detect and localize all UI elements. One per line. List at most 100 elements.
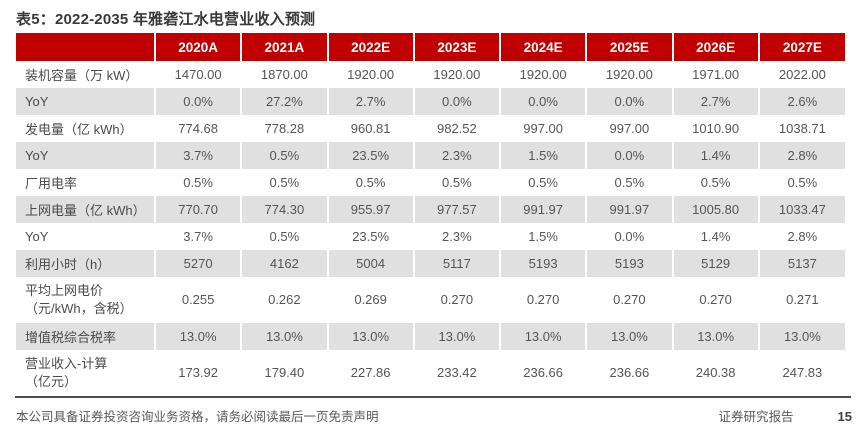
row-label: 增值税综合税率 xyxy=(16,323,155,350)
value-cell: 2022.00 xyxy=(757,61,845,88)
value-cell: 778.28 xyxy=(240,115,328,142)
value-cell: 3.7% xyxy=(153,223,242,250)
value-cell: 13.0% xyxy=(498,323,587,350)
row-label-text: 增值税综合税率 xyxy=(25,330,117,345)
value-cell: 0.0% xyxy=(585,142,673,169)
row-label-text: YoY xyxy=(25,148,49,163)
footer-report-type: 证券研究报告 xyxy=(718,410,794,424)
value-cell: 5193 xyxy=(498,250,587,277)
table-row: 营业收入-计算 （亿元） 173.92 179.40 227.86 233.42 236.6… xyxy=(16,350,845,396)
value-cell: 960.81 xyxy=(326,115,414,142)
value-cell: 1.4% xyxy=(671,142,759,169)
value-cell: 0.270 xyxy=(498,277,587,323)
value-cell: 2.8% xyxy=(757,142,845,169)
value-cell: 770.70 xyxy=(153,196,242,223)
value-cell: 774.30 xyxy=(240,196,328,223)
value-cell: 1.5% xyxy=(498,142,587,169)
value-cell: 5193 xyxy=(585,250,673,277)
row-label: 上网电量（亿 kWh） xyxy=(16,196,155,223)
value-cell: 991.97 xyxy=(498,196,587,223)
value-cell: 0.5% xyxy=(671,169,759,196)
table-header-row: 2020A 2021A 2022E 2023E 2024E 2025E 2026E 2027E xyxy=(16,33,845,61)
forecast-table: 2020A 2021A 2022E 2023E 2024E 2025E 2026E 2027E… xyxy=(16,33,845,396)
value-cell: 0.5% xyxy=(240,169,328,196)
row-label-text: 装机容量（万 kW） xyxy=(25,68,139,83)
row-label-text: 发电量（亿 kWh） xyxy=(25,122,133,137)
header-cell-year: 2022E xyxy=(326,33,414,61)
value-cell: 173.92 xyxy=(153,350,242,396)
row-label-text: 利用小时（h） xyxy=(25,257,111,272)
row-label-text: 营业收入-计算 xyxy=(25,356,108,371)
footer-divider xyxy=(15,396,851,398)
value-cell: 13.0% xyxy=(412,323,500,350)
value-cell: 13.0% xyxy=(240,323,328,350)
value-cell: 0.5% xyxy=(757,169,845,196)
value-cell: 774.68 xyxy=(153,115,242,142)
value-cell: 13.0% xyxy=(757,323,845,350)
table-row: 装机容量（万 kW） 1470.00 1870.00 1920.00 1920.00 19… xyxy=(16,61,845,88)
value-cell: 227.86 xyxy=(326,350,414,396)
header-cell-year: 2020A xyxy=(153,33,242,61)
row-label: 利用小时（h） xyxy=(16,250,155,277)
value-cell: 5129 xyxy=(671,250,759,277)
value-cell: 2.7% xyxy=(671,88,759,115)
value-cell: 977.57 xyxy=(412,196,500,223)
value-cell: 23.5% xyxy=(326,223,414,250)
value-cell: 2.3% xyxy=(412,223,500,250)
value-cell: 0.5% xyxy=(240,142,328,169)
value-cell: 1033.47 xyxy=(757,196,845,223)
row-label-text: YoY xyxy=(25,229,49,244)
value-cell: 0.262 xyxy=(240,277,328,323)
value-cell: 13.0% xyxy=(326,323,414,350)
row-label: YoY xyxy=(16,223,155,250)
value-cell: 13.0% xyxy=(671,323,759,350)
value-cell: 2.7% xyxy=(326,88,414,115)
value-cell: 0.5% xyxy=(326,169,414,196)
value-cell: 2.3% xyxy=(412,142,500,169)
row-label-text-line2: （亿元） xyxy=(25,374,78,389)
table-row: 上网电量（亿 kWh） 770.70 774.30 955.97 977.57 991.9… xyxy=(16,196,845,223)
header-cell-year: 2025E xyxy=(585,33,673,61)
table-row: 增值税综合税率 13.0% 13.0% 13.0% 13.0% 13.0% 13.0% 13.… xyxy=(16,323,845,350)
value-cell: 27.2% xyxy=(240,88,328,115)
value-cell: 1038.71 xyxy=(757,115,845,142)
value-cell: 1920.00 xyxy=(585,61,673,88)
table-row: 平均上网电价 （元/kWh，含税） 0.255 0.262 0.269 0.270 0.27… xyxy=(16,277,845,323)
table-row: YoY 3.7% 0.5% 23.5% 2.3% 1.5% 0.0% 1.4% 2.8% xyxy=(16,142,845,169)
value-cell: 0.270 xyxy=(585,277,673,323)
value-cell: 997.00 xyxy=(585,115,673,142)
row-label: 发电量（亿 kWh） xyxy=(16,115,155,142)
value-cell: 23.5% xyxy=(326,142,414,169)
value-cell: 240.38 xyxy=(671,350,759,396)
value-cell: 0.0% xyxy=(412,88,500,115)
value-cell: 2.8% xyxy=(757,223,845,250)
row-label-text: 上网电量（亿 kWh） xyxy=(25,203,146,218)
value-cell: 3.7% xyxy=(153,142,242,169)
value-cell: 1.5% xyxy=(498,223,587,250)
value-cell: 2.6% xyxy=(757,88,845,115)
value-cell: 4162 xyxy=(240,250,328,277)
value-cell: 1010.90 xyxy=(671,115,759,142)
row-label: 厂用电率 xyxy=(16,169,155,196)
value-cell: 0.0% xyxy=(498,88,587,115)
value-cell: 236.66 xyxy=(498,350,587,396)
value-cell: 5004 xyxy=(326,250,414,277)
value-cell: 179.40 xyxy=(240,350,328,396)
value-cell: 991.97 xyxy=(585,196,673,223)
value-cell: 0.5% xyxy=(498,169,587,196)
value-cell: 13.0% xyxy=(585,323,673,350)
value-cell: 0.270 xyxy=(412,277,500,323)
footer-disclaimer: 本公司具备证券投资咨询业务资格，请务必阅读最后一页免责声明 xyxy=(16,410,379,424)
table-row: 利用小时（h） 5270 4162 5004 5117 5193 5193 5129 5137 xyxy=(16,250,845,277)
row-label-text: 厂用电率 xyxy=(25,176,78,191)
value-cell: 0.270 xyxy=(671,277,759,323)
value-cell: 1870.00 xyxy=(240,61,328,88)
value-cell: 0.5% xyxy=(240,223,328,250)
value-cell: 955.97 xyxy=(326,196,414,223)
header-cell-year: 2023E xyxy=(412,33,500,61)
value-cell: 997.00 xyxy=(498,115,587,142)
footer-right: 证券研究报告 15 xyxy=(719,406,852,425)
value-cell: 0.271 xyxy=(757,277,845,323)
value-cell: 0.255 xyxy=(153,277,242,323)
value-cell: 233.42 xyxy=(412,350,500,396)
